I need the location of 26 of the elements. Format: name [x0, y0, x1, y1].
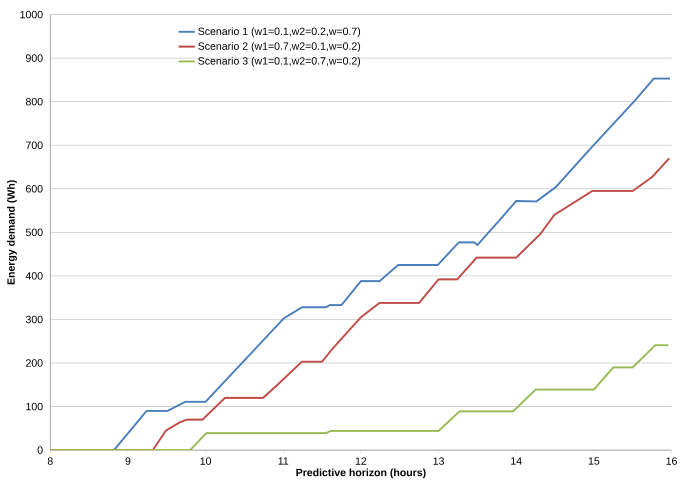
y-tick-label: 600 [26, 184, 43, 192]
y-axis-title: Energy demand (Wh) [7, 180, 17, 284]
y-tick-label: 800 [26, 98, 43, 106]
x-tick-label: 16 [666, 457, 677, 465]
x-tick-label: 13 [434, 457, 444, 465]
x-axis-title: Predictive horizon (hours) [296, 468, 426, 478]
x-tick-label: 14 [511, 457, 522, 464]
x-tick-label: 8 [48, 457, 53, 465]
legend-label: Scenario 1 (w1=0.1,w2=0.2,w=0.7) [198, 27, 360, 37]
y-tick-label: 900 [26, 54, 43, 62]
y-tick-label: 200 [26, 359, 43, 367]
legend-label: Scenario 2 (w1=0.7,w2=0.1,w=0.2) [198, 42, 360, 52]
y-tick-label: 300 [26, 316, 43, 324]
x-tick-label: 11 [278, 457, 288, 464]
y-tick-label: 400 [26, 272, 43, 280]
y-tick-label: 700 [26, 141, 43, 149]
x-tick-label: 9 [125, 457, 130, 465]
line-series [50, 344, 670, 450]
x-tick-label: 12 [356, 457, 366, 465]
y-tick-label: 0 [38, 446, 43, 454]
x-tick-label: 15 [588, 457, 600, 465]
y-tick-label: 500 [26, 228, 43, 236]
y-tick-label: 100 [26, 402, 43, 410]
y-tick-label: 1000 [20, 10, 43, 18]
x-tick-label: 10 [200, 457, 212, 465]
legend-label: Scenario 3 (w1=0.1,w2=0.7,w=0.2) [198, 56, 360, 67]
